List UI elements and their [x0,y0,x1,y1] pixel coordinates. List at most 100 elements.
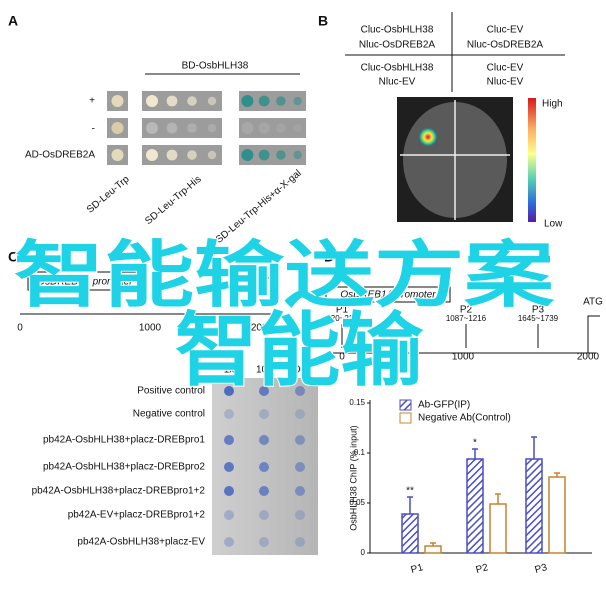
colony [187,150,197,160]
spot [224,510,234,520]
strain-label: Positive control [137,386,205,397]
axis-tick-label: 2000 [251,323,274,334]
spot [259,409,269,419]
dilution-label: 10x [256,365,272,376]
legend-label: Negative Ab(Control) [418,413,511,424]
probe-range: 1645~1739 [518,314,559,323]
probe-name: P1 [336,305,349,316]
cell-text: Nluc-EV [487,77,524,88]
colony [207,96,217,106]
colony [146,122,158,134]
colony [293,150,302,160]
spot [295,462,305,472]
spot [295,409,305,419]
colony [293,123,302,133]
colony [187,96,197,106]
dilution-label: 100x [289,365,311,376]
spot [295,486,305,496]
spot [259,435,269,445]
colony [258,95,270,107]
significance: * [473,438,477,449]
plate [239,118,306,138]
promoter-label: OsDREB1A promoter [340,290,436,301]
scale-label: Low [544,219,563,230]
axis-tick-label: 0 [339,352,345,363]
overlay-text: 智能输送方案 [14,233,555,317]
bar [466,458,484,554]
strain-label: pb42A-OsbHLH38+placz-DREBpro2 [43,462,205,473]
panel-label: C [8,249,18,265]
x-tick-label: P3 [534,562,549,576]
legend-label: Ab-GFP(IP) [418,400,470,411]
axis-tick-label: 2000 [577,352,600,363]
bar [424,545,442,554]
bar [525,458,543,554]
colorbar [528,98,536,222]
spot [259,462,269,472]
colony [258,122,270,134]
cell-text: Nluc-OsDREB2A [467,40,543,51]
probe-range: 120~215 [326,314,358,323]
legend-swatch [399,399,412,411]
yeast-plates [107,91,306,165]
y-tick-label: 0.05 [349,498,365,507]
strain-label: pb42A-OsbHLH38+placz-DREBpro1 [43,435,205,446]
spot [224,435,234,445]
media-label: SD-Leu-Trp-His [143,174,203,227]
spot [295,435,305,445]
spot [224,537,234,547]
colony [166,149,178,161]
probe-name: P2 [460,305,473,316]
colony [146,95,158,107]
strain-label: pb42A-OsbHLH38+placz-EV [77,537,205,548]
colony [258,149,270,161]
strain-label: pb42A-EV+placz-DREBpro1+2 [68,510,206,521]
plate [239,145,306,165]
axis-tick-label: 1000 [452,352,475,363]
y-tick-label: 0.1 [354,448,366,457]
colony [111,149,124,161]
strain-label: Negative control [133,409,205,420]
colony [187,123,197,133]
colony [166,122,178,134]
chip-chart: 0 0.05 0.1 0.15 OsbHLH38 ChIP (% input) Ab-GF… [348,398,592,576]
probe-name: P3 [532,305,545,316]
start-arrow [587,315,600,353]
colony [166,95,178,107]
row-label: AD-OsDREB2A [25,150,95,161]
promoter-label: OsDREB2A promoter [37,277,133,288]
start-label: ATG [257,277,277,288]
bar [489,503,507,554]
colony [276,96,286,106]
error-bar [407,496,413,514]
bait-label: BD-OsbHLH38 [182,61,249,72]
overlay-text: 智能输 [175,304,424,397]
plate [142,91,222,111]
colony [111,122,124,134]
leaf-image [397,97,513,222]
y-axis-title: OsbHLH38 ChIP (% input) [348,425,358,530]
cell-text: Nluc-EV [379,77,416,88]
y-tick-label: 0 [361,548,366,557]
cell-text: Cluc-OsbHLH38 [361,25,434,36]
cell-text: Cluc-EV [487,63,524,74]
colony [276,150,286,160]
error-bar [472,448,478,459]
dilution-label: 1x [224,365,235,376]
lacz-spots [224,386,305,547]
plate [239,91,306,111]
error-bar [495,493,501,504]
bar [401,513,419,554]
y-tick-label: 0.15 [349,398,365,407]
plate [142,145,222,165]
spot [295,510,305,520]
spot [259,537,269,547]
media-label: SD-Leu-Trp [85,174,132,216]
cell-text: Cluc-OsbHLH38 [361,63,434,74]
colony [111,95,124,107]
spot [259,486,269,496]
error-bar [554,472,560,477]
scale-label: High [542,99,563,110]
spot [295,386,305,396]
